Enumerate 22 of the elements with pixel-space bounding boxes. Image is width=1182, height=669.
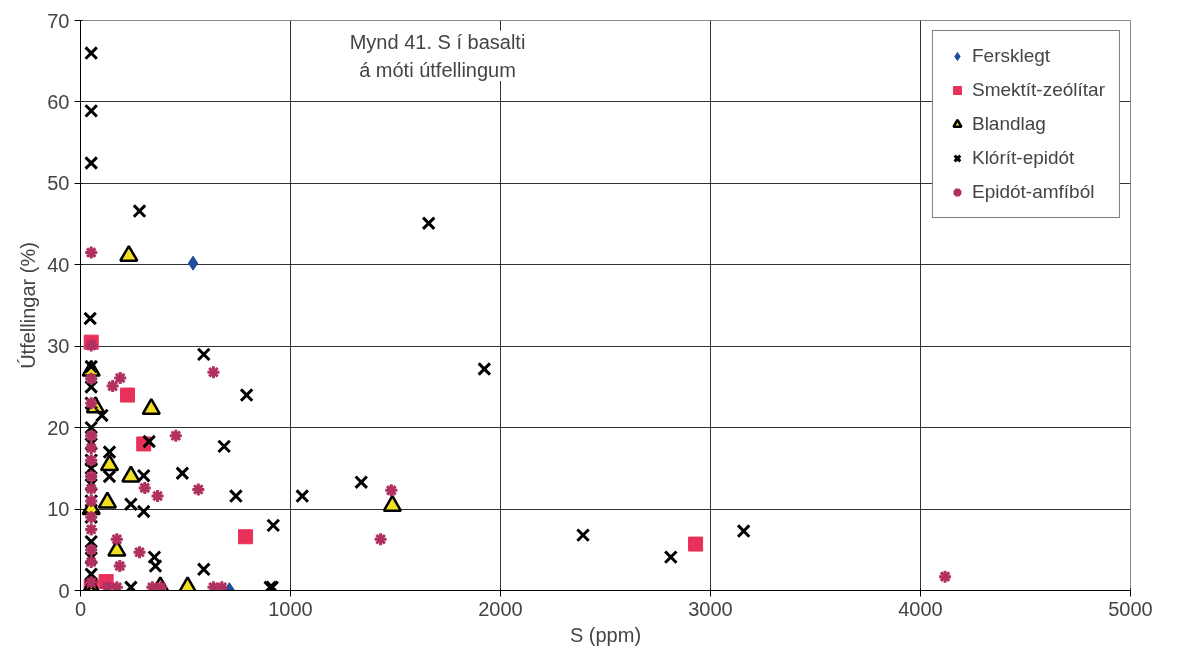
legend-label: Smektít-zeólítar — [971, 79, 1105, 101]
legend-label: Fersklegt — [971, 45, 1051, 67]
y-tick-label: 30 — [47, 335, 70, 358]
y-axis-title: Útfellingar (%) — [17, 242, 40, 369]
y-tick-label: 10 — [47, 498, 70, 521]
x-axis-title: S (ppm) — [569, 623, 642, 646]
x-tick-label: 5000 — [1108, 597, 1153, 620]
y-tick-label: 70 — [47, 9, 70, 32]
legend-label: Klórít-epidót — [971, 147, 1075, 169]
x-tick-label: 1000 — [268, 597, 313, 620]
text: Mynd 41. S í basalti á móti útfellingum — [349, 30, 526, 82]
x-tick-label: 4000 — [898, 597, 943, 620]
y-tick-label: 60 — [47, 90, 70, 113]
y-tick-label: 0 — [58, 579, 70, 602]
x-tick-label: 2000 — [478, 597, 523, 620]
legend-label: Epidót-amfíból — [971, 181, 1095, 203]
legend-label: Blandlag — [971, 113, 1046, 135]
y-tick-label: 20 — [47, 416, 70, 439]
y-tick-label: 40 — [47, 253, 70, 276]
x-tick-label: 0 — [74, 597, 87, 620]
x-tick-label: 3000 — [688, 597, 733, 620]
y-tick-label: 50 — [47, 172, 70, 195]
